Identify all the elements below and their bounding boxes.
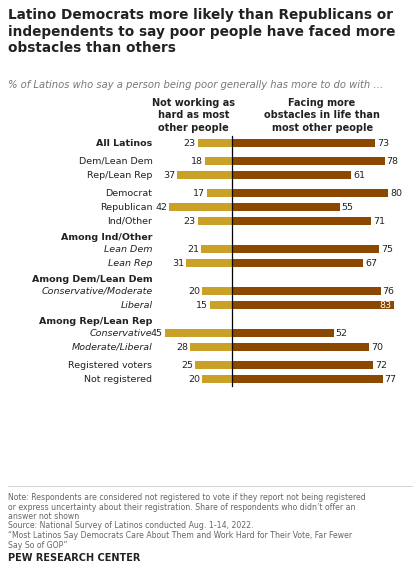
Bar [177, 171, 232, 179]
Text: Not working as
hard as most
other people: Not working as hard as most other people [152, 98, 235, 133]
Text: or express uncertainty about their registration. Share of respondents who didn’t: or express uncertainty about their regis… [8, 502, 355, 512]
Bar [232, 361, 373, 369]
Text: 20: 20 [188, 287, 200, 296]
Bar [169, 203, 232, 211]
Bar [232, 139, 375, 147]
Text: 73: 73 [377, 139, 389, 147]
Bar [165, 329, 232, 337]
Text: 71: 71 [373, 216, 385, 226]
Text: 72: 72 [375, 360, 387, 369]
Bar [198, 216, 232, 226]
Text: Say So of GOP”: Say So of GOP” [8, 541, 68, 549]
Bar [202, 375, 232, 383]
Bar [201, 244, 232, 254]
Text: % of Latinos who say a person being poor generally has more to do with …: % of Latinos who say a person being poor… [8, 80, 383, 90]
Text: Latino Democrats more likely than Republicans or
independents to say poor people: Latino Democrats more likely than Republ… [8, 8, 395, 55]
Bar [198, 139, 232, 147]
Text: Liberal: Liberal [121, 300, 152, 309]
Text: 21: 21 [187, 244, 199, 254]
Bar [232, 171, 352, 179]
Text: 78: 78 [386, 156, 399, 166]
Text: Note: Respondents are considered not registered to vote if they report not being: Note: Respondents are considered not reg… [8, 493, 366, 502]
Bar [186, 259, 232, 267]
Text: 80: 80 [391, 188, 402, 198]
Text: Dem/Lean Dem: Dem/Lean Dem [79, 156, 152, 166]
Text: Among Dem/Lean Dem: Among Dem/Lean Dem [32, 275, 152, 283]
Text: 17: 17 [193, 188, 205, 198]
Text: 55: 55 [341, 203, 354, 211]
Text: 20: 20 [188, 375, 200, 384]
Text: 77: 77 [385, 375, 396, 384]
Text: 15: 15 [196, 300, 208, 309]
Bar [190, 343, 232, 351]
Text: Source: National Survey of Latinos conducted Aug. 1-14, 2022.: Source: National Survey of Latinos condu… [8, 521, 254, 530]
Bar [232, 259, 363, 267]
Bar [207, 188, 232, 198]
Text: 25: 25 [181, 360, 193, 369]
Text: Lean Dem: Lean Dem [104, 244, 152, 254]
Bar [232, 203, 340, 211]
Bar [232, 156, 385, 166]
Bar [232, 375, 383, 383]
Text: Lean Rep: Lean Rep [108, 259, 152, 267]
Bar [232, 343, 369, 351]
Bar [232, 216, 371, 226]
Text: Not registered: Not registered [84, 375, 152, 384]
Bar [210, 301, 232, 309]
Text: 67: 67 [365, 259, 377, 267]
Text: 28: 28 [176, 343, 188, 352]
Text: 31: 31 [172, 259, 184, 267]
Bar [202, 287, 232, 295]
Bar [195, 361, 232, 369]
Bar [232, 188, 388, 198]
Text: Conservative/Moderate: Conservative/Moderate [41, 287, 152, 296]
Bar [232, 329, 334, 337]
Text: 61: 61 [353, 171, 365, 179]
Text: Registered voters: Registered voters [68, 360, 152, 369]
Text: Ind/Other: Ind/Other [108, 216, 152, 226]
Text: Conservative: Conservative [90, 328, 152, 337]
Text: All Latinos: All Latinos [96, 139, 152, 147]
Text: 45: 45 [151, 328, 163, 337]
Bar [232, 244, 379, 254]
Text: Democrat: Democrat [105, 188, 152, 198]
Bar [205, 156, 232, 166]
Text: 70: 70 [371, 343, 383, 352]
Text: Rep/Lean Rep: Rep/Lean Rep [87, 171, 152, 179]
Text: 75: 75 [381, 244, 393, 254]
Text: answer not shown: answer not shown [8, 512, 79, 521]
Text: 76: 76 [383, 287, 395, 296]
Bar [232, 287, 381, 295]
Text: 18: 18 [191, 156, 203, 166]
Text: Facing more
obstacles in life than
most other people: Facing more obstacles in life than most … [264, 98, 380, 133]
Text: 37: 37 [163, 171, 175, 179]
Text: 23: 23 [184, 139, 196, 147]
Text: PEW RESEARCH CENTER: PEW RESEARCH CENTER [8, 553, 140, 563]
Text: Republican: Republican [100, 203, 152, 211]
Text: 83: 83 [379, 300, 391, 309]
Text: “Most Latinos Say Democrats Care About Them and Work Hard for Their Vote, Far Fe: “Most Latinos Say Democrats Care About T… [8, 531, 352, 540]
Text: 52: 52 [336, 328, 348, 337]
Bar [232, 301, 394, 309]
Text: 23: 23 [184, 216, 196, 226]
Text: Among Ind/Other: Among Ind/Other [61, 232, 152, 242]
Text: 42: 42 [155, 203, 168, 211]
Text: Moderate/Liberal: Moderate/Liberal [72, 343, 152, 352]
Text: Among Rep/Lean Rep: Among Rep/Lean Rep [39, 316, 152, 325]
